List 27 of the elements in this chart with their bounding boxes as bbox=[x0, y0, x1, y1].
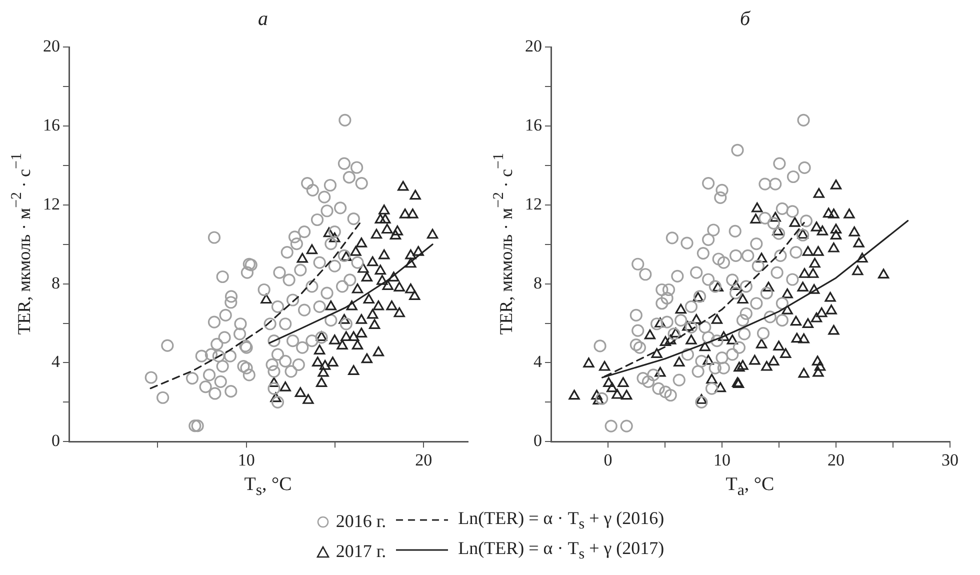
y-tick-label: 4 bbox=[534, 352, 542, 372]
x-tick-label: 10 bbox=[714, 450, 730, 470]
legend-label: Ln(TER) = α · T$_{s}$ + γ (2016) bbox=[458, 508, 664, 533]
x-tick-label: 30 bbox=[942, 450, 958, 470]
x-tick-label: 10 bbox=[238, 450, 255, 470]
x-tick-label: 0 bbox=[604, 450, 612, 470]
legend-label: 2017 г. bbox=[336, 540, 386, 560]
legend-label: Ln(TER) = α · T$_{s}$ + γ (2017) bbox=[458, 538, 664, 563]
y-tick-label: 20 bbox=[525, 36, 542, 56]
legend-label: 2016 г. bbox=[336, 510, 386, 530]
y-tick-label: 0 bbox=[534, 431, 542, 450]
x-tick-label: 20 bbox=[415, 450, 432, 470]
chart-title: б bbox=[738, 8, 752, 31]
x-tick-label: 20 bbox=[828, 450, 844, 470]
chart-title: а bbox=[257, 8, 269, 31]
y-tick-label: 12 bbox=[43, 194, 60, 214]
y-tick-label: 12 bbox=[525, 194, 542, 214]
line-series bbox=[150, 220, 362, 390]
y-tick-label: 0 bbox=[52, 431, 60, 450]
x-axis-title: T$_{a}$, °C bbox=[724, 474, 776, 500]
y-tick-label: 8 bbox=[534, 273, 542, 292]
y-tick-label: 16 bbox=[525, 116, 542, 135]
x-axis-title: T$_{s}$, °C bbox=[243, 474, 293, 500]
y-tick-label: 16 bbox=[43, 116, 60, 135]
y-tick-label: 8 bbox=[52, 273, 60, 292]
y-tick-label: 4 bbox=[52, 352, 60, 372]
y-tick-label: 20 bbox=[43, 36, 60, 56]
